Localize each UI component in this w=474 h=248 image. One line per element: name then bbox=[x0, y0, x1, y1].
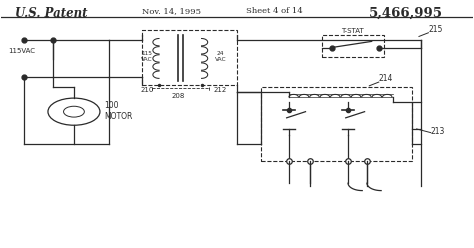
Text: Nov. 14, 1995: Nov. 14, 1995 bbox=[143, 7, 201, 15]
Text: Sheet 4 of 14: Sheet 4 of 14 bbox=[246, 7, 303, 15]
Text: 115
VAC: 115 VAC bbox=[141, 51, 153, 62]
Bar bbox=[322, 35, 383, 58]
Text: 5,466,995: 5,466,995 bbox=[369, 7, 443, 20]
Text: 214: 214 bbox=[379, 74, 393, 83]
Text: 115VAC: 115VAC bbox=[8, 48, 35, 54]
Text: T-STAT: T-STAT bbox=[341, 29, 364, 34]
Text: 24
VAC: 24 VAC bbox=[215, 51, 226, 62]
Text: MOTOR: MOTOR bbox=[105, 112, 133, 121]
Text: 210: 210 bbox=[140, 87, 154, 93]
Text: 100: 100 bbox=[105, 101, 119, 110]
Text: 213: 213 bbox=[431, 127, 445, 136]
Text: 208: 208 bbox=[171, 93, 184, 99]
Bar bbox=[143, 30, 237, 85]
Bar bbox=[261, 87, 412, 161]
Text: U.S. Patent: U.S. Patent bbox=[15, 7, 87, 20]
Text: 212: 212 bbox=[213, 87, 227, 93]
Text: 215: 215 bbox=[428, 25, 443, 33]
